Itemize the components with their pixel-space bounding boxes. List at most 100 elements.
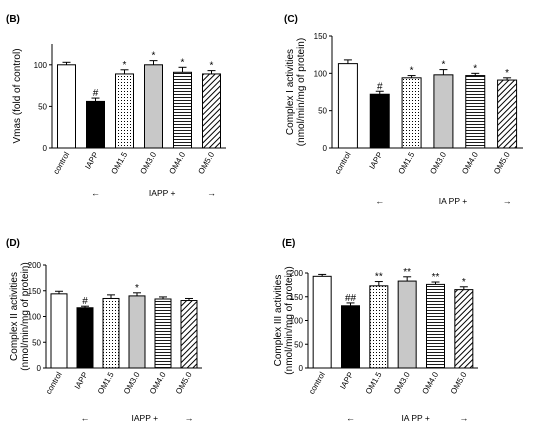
x-category-label: OM1.5 <box>109 150 129 176</box>
bar-om4-0 <box>426 283 445 369</box>
x-category-label: IAPP <box>73 371 90 391</box>
y-tick-label: 150 <box>28 287 42 296</box>
bar-om4-0 <box>465 75 486 149</box>
significance-mark: * <box>505 68 509 79</box>
significance-mark: ## <box>345 293 357 304</box>
y-tick-label: 50 <box>294 340 303 349</box>
bar-om5-0 <box>180 300 198 369</box>
y-axis-label: Complex II activities(nmol/min/mg of pro… <box>9 262 31 370</box>
x-category-label: IAPP <box>338 371 355 391</box>
x-category-label: OM3.0 <box>122 370 142 396</box>
group-label: IAPP + <box>132 413 159 423</box>
significance-mark: * <box>181 57 185 68</box>
panel-label: (B) <box>6 14 20 25</box>
x-category-label: IAPP <box>83 151 100 171</box>
y-tick-label: 0 <box>37 364 42 373</box>
x-category-label: OM4.0 <box>460 150 480 176</box>
significance-mark: * <box>123 60 127 71</box>
y-tick-label: 100 <box>34 61 48 70</box>
right-arrow: → <box>503 196 512 206</box>
y-axis-label: Vmas (fold of control) <box>12 48 23 143</box>
significance-mark: # <box>377 81 383 92</box>
y-tick-label: 50 <box>32 338 41 347</box>
significance-mark: * <box>210 61 214 72</box>
significance-mark: * <box>441 60 445 71</box>
bar-om1-5 <box>102 297 120 369</box>
x-category-label: control <box>44 370 64 395</box>
x-category-label: OM4.0 <box>148 370 168 396</box>
group-label: IA PP + <box>401 413 429 423</box>
significance-mark: * <box>473 63 477 74</box>
left-arrow: ← <box>91 188 100 198</box>
right-arrow: → <box>185 413 194 423</box>
significance-mark: * <box>152 51 156 62</box>
x-category-label: control <box>51 150 71 175</box>
y-tick-label: 50 <box>38 102 47 111</box>
significance-mark: * <box>135 283 139 294</box>
y-tick-label: 100 <box>28 313 42 322</box>
bar-om5-0 <box>497 79 518 149</box>
left-arrow: ← <box>375 196 384 206</box>
panel-c: (C) 0 50 100 150 Complex I activities(nmol/mi… <box>284 14 523 206</box>
y-tick-label: 0 <box>299 364 304 373</box>
bar-om5-0 <box>454 289 474 369</box>
panel-label: (E) <box>282 238 295 249</box>
right-arrow: → <box>207 188 216 198</box>
x-category-label: OM4.0 <box>167 150 187 176</box>
bar-om3-0 <box>433 74 454 149</box>
y-tick-label: 50 <box>318 107 327 116</box>
bar-iapp <box>76 307 94 369</box>
bar-om4-0 <box>173 71 192 149</box>
y-tick-label: 150 <box>290 293 304 302</box>
y-tick-label: 150 <box>314 32 328 41</box>
significance-mark: * <box>462 277 466 288</box>
panel-b: (B) 0 50 100 Vmas (fold of control) control # I… <box>6 14 226 198</box>
x-category-label: control <box>307 370 327 395</box>
x-category-label: OM5.0 <box>174 370 194 396</box>
left-arrow: ← <box>346 413 355 423</box>
bar-control <box>312 275 332 369</box>
y-axis-label: Complex I activities(nmol/min/mg of prot… <box>285 38 307 146</box>
y-tick-label: 0 <box>43 144 48 153</box>
significance-mark: ** <box>403 267 411 278</box>
y-tick-label: 100 <box>314 69 328 78</box>
significance-mark: ** <box>432 272 440 283</box>
y-tick-label: 200 <box>28 261 42 270</box>
bar-om1-5 <box>401 77 422 149</box>
group-label: IAPP + <box>149 188 176 198</box>
bar-control <box>57 64 76 149</box>
x-category-label: OM1.5 <box>364 370 384 396</box>
significance-mark: * <box>410 66 414 77</box>
significance-mark: # <box>93 88 99 99</box>
bar-iapp <box>341 305 360 369</box>
bar-om1-5 <box>369 285 389 369</box>
bar-om1-5 <box>115 73 134 149</box>
bar-om3-0 <box>128 295 146 369</box>
x-category-label: OM4.0 <box>420 370 440 396</box>
bar-iapp <box>369 93 390 149</box>
x-category-label: OM3.0 <box>392 370 412 396</box>
bar-control <box>337 63 358 149</box>
bar-om5-0 <box>202 73 221 149</box>
bar-om3-0 <box>397 280 417 369</box>
group-label: IA PP + <box>439 196 467 206</box>
bar-om4-0 <box>154 298 172 369</box>
x-category-label: OM3.0 <box>138 150 158 176</box>
significance-mark: ** <box>375 272 383 283</box>
panel-label: (D) <box>6 238 20 249</box>
bar-iapp <box>86 100 105 149</box>
right-arrow: → <box>459 413 468 423</box>
left-arrow: ← <box>81 413 90 423</box>
x-category-label: OM5.0 <box>449 370 469 396</box>
bar-control <box>50 293 68 369</box>
x-category-label: IAPP <box>368 151 385 171</box>
x-category-label: OM1.5 <box>96 370 116 396</box>
y-tick-label: 100 <box>290 317 304 326</box>
x-category-label: control <box>333 150 353 175</box>
x-category-label: OM3.0 <box>428 150 448 176</box>
x-category-label: OM5.0 <box>492 150 512 176</box>
x-category-label: OM5.0 <box>196 150 216 176</box>
y-tick-label: 0 <box>323 144 328 153</box>
